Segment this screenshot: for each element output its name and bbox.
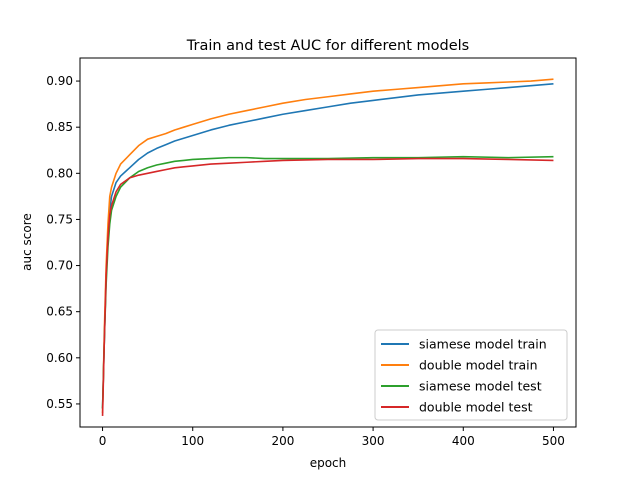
y-tick-label-4: 0.75: [46, 212, 73, 226]
x-tick-label-2: 200: [271, 434, 294, 448]
y-tick-label-2: 0.65: [46, 305, 73, 319]
legend-label-3: double model test: [419, 400, 533, 415]
y-tick-label-0: 0.55: [46, 397, 73, 411]
chart-title: Train and test AUC for different models: [186, 38, 469, 54]
x-tick-label-3: 300: [362, 434, 385, 448]
legend: siamese model train double model train sia…: [374, 329, 568, 421]
plot-frame: [79, 57, 577, 428]
x-tick-label-5: 500: [542, 434, 565, 448]
series-line-2: [101, 155, 554, 409]
ticks-layer: 0 100 200 300 400 500 0.55 0.60 0.65 0.70 0.75 0.80…: [46, 74, 565, 448]
y-tick-label-1: 0.60: [46, 351, 73, 365]
series-layer: [101, 78, 554, 416]
y-tick-label-6: 0.85: [46, 120, 73, 134]
legend-label-1: double model train: [419, 358, 538, 373]
series-line-3: [101, 157, 554, 416]
y-axis-label: auc score: [20, 213, 34, 271]
y-tick-label-5: 0.80: [46, 166, 73, 180]
legend-box: [374, 329, 568, 421]
x-tick-label-1: 100: [181, 434, 204, 448]
series-line-1: [101, 78, 554, 414]
x-axis-label: epoch: [310, 456, 347, 470]
y-tick-label-3: 0.70: [46, 259, 73, 273]
x-tick-label-4: 400: [452, 434, 475, 448]
legend-label-0: siamese model train: [419, 337, 547, 352]
y-tick-label-7: 0.90: [46, 74, 73, 88]
series-line-0: [101, 83, 554, 409]
legend-label-2: siamese model test: [419, 379, 542, 394]
x-tick-label-0: 0: [99, 434, 107, 448]
